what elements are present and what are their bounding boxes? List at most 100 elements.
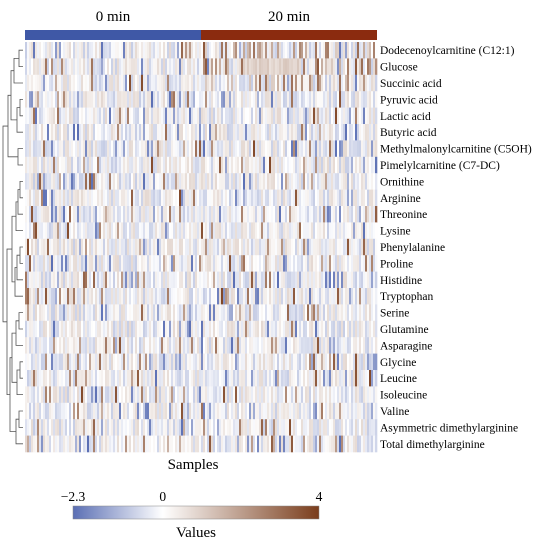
heatmap-cell [349, 206, 352, 223]
heatmap-cell [29, 402, 32, 420]
heatmap-cell [275, 238, 278, 256]
heatmap-cell [251, 189, 254, 207]
heatmap-cell [227, 271, 230, 289]
heatmap-cell [159, 288, 162, 305]
heatmap-cell [343, 386, 346, 404]
heatmap-cell [349, 42, 352, 59]
heatmap-cell [125, 304, 128, 322]
heatmap-cell [109, 58, 112, 76]
heatmap-cell [159, 206, 162, 223]
heatmap-cell [301, 124, 304, 141]
heatmap-cell [337, 402, 340, 420]
heatmap-cell [189, 206, 192, 223]
heatmap-cell [287, 288, 290, 305]
heatmap-cell [359, 304, 362, 322]
heatmap-cell [159, 402, 162, 420]
heatmap-cell [125, 91, 128, 108]
heatmap-cell [359, 320, 362, 338]
heatmap-cell [327, 288, 330, 305]
heatmap-cell [305, 320, 308, 338]
heatmap-cell [305, 58, 308, 76]
heatmap-cell [305, 206, 308, 223]
heatmap-cell [153, 288, 156, 305]
heatmap-cell [223, 304, 226, 322]
heatmap-cell [73, 370, 76, 387]
heatmap-cell [127, 288, 130, 305]
heatmap-cell [59, 238, 62, 256]
row-label: Tryptophan [380, 291, 433, 303]
heatmap-cell [103, 42, 106, 59]
heatmap-cell [211, 386, 214, 404]
heatmap-cell [261, 42, 264, 59]
heatmap-cell [361, 189, 364, 207]
heatmap-cell [307, 173, 310, 190]
heatmap-cell [197, 402, 200, 420]
heatmap-cell [139, 206, 142, 223]
heatmap-cell [231, 173, 234, 190]
heatmap-cell [345, 91, 348, 108]
heatmap-cell [341, 42, 344, 59]
heatmap-cell [191, 419, 194, 436]
heatmap-cell [161, 58, 164, 76]
dendrogram-branch [9, 357, 16, 432]
heatmap-cell [107, 173, 110, 190]
heatmap-cell [331, 386, 334, 404]
heatmap-cell [87, 238, 90, 256]
heatmap-cell [169, 42, 172, 59]
heatmap-cell [357, 370, 360, 387]
heatmap-cell [37, 255, 40, 272]
heatmap-cell [123, 402, 126, 420]
heatmap-cell [205, 304, 208, 322]
heatmap-cell [199, 386, 202, 404]
heatmap-cell [229, 140, 232, 158]
heatmap-cell [307, 42, 310, 59]
heatmap-cell [359, 206, 362, 223]
heatmap-cell [321, 271, 324, 289]
heatmap-cell [319, 173, 322, 190]
heatmap-cell [125, 370, 128, 387]
heatmap-cell [149, 435, 152, 453]
heatmap-cell [373, 271, 376, 289]
heatmap-cell [41, 156, 44, 174]
heatmap-cell [237, 320, 240, 338]
heatmap-cell [367, 173, 370, 190]
colorbar-tick-label: 4 [316, 489, 323, 504]
heatmap-cell [167, 58, 170, 76]
heatmap-cell [365, 353, 368, 371]
heatmap-cell [71, 74, 74, 92]
heatmap-cell [31, 271, 34, 289]
heatmap-cell [239, 288, 242, 305]
heatmap-cell [85, 320, 88, 338]
heatmap-cell [145, 353, 148, 371]
heatmap-cell [361, 419, 364, 436]
heatmap-cell [229, 370, 232, 387]
heatmap-cell [143, 58, 146, 76]
heatmap-cell [71, 124, 74, 141]
heatmap-cell [107, 107, 110, 125]
heatmap-cell [191, 189, 194, 207]
heatmap-cell [97, 304, 100, 322]
heatmap-cell [71, 189, 74, 207]
heatmap-cell [119, 58, 122, 76]
heatmap-cell [199, 173, 202, 190]
heatmap-cell [123, 42, 126, 59]
heatmap-cell [243, 206, 246, 223]
heatmap-cell [233, 173, 236, 190]
heatmap-cell [135, 288, 138, 305]
heatmap-cell [333, 255, 336, 272]
heatmap-cell [363, 42, 366, 59]
heatmap-cell [239, 91, 242, 108]
heatmap-cell [293, 91, 296, 108]
heatmap-cell [163, 58, 166, 76]
heatmap-cell [211, 58, 214, 76]
heatmap-cell [123, 271, 126, 289]
heatmap-cell [33, 337, 36, 354]
heatmap-cell [29, 271, 32, 289]
heatmap-cell [125, 173, 128, 190]
heatmap-cell [47, 402, 50, 420]
heatmap-cell [367, 124, 370, 141]
heatmap-cell [67, 91, 70, 108]
heatmap-cell [33, 271, 36, 289]
heatmap-cell [117, 74, 120, 92]
heatmap-cell [231, 107, 234, 125]
